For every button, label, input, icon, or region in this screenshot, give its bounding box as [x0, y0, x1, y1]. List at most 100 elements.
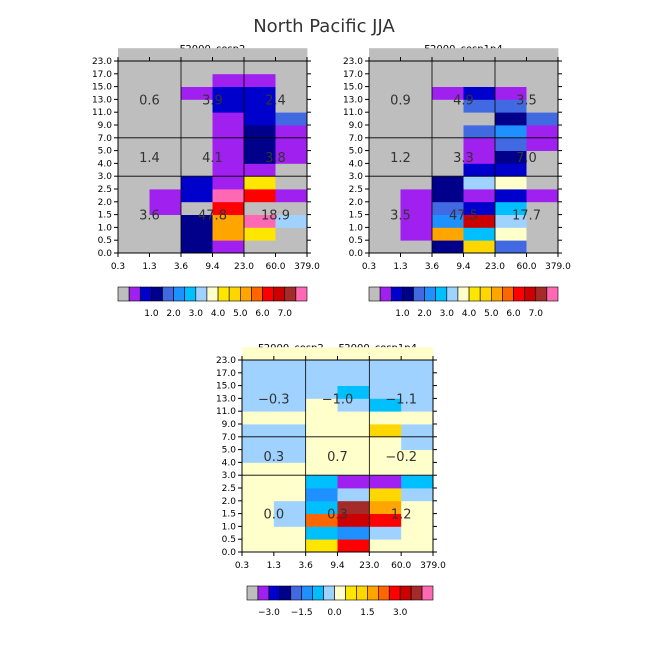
heatmap-panel-3: F2000_cosp2 − F2000_cosp1p40.00.31.20.30…: [216, 343, 446, 618]
heatmap-cell: [495, 240, 527, 254]
heatmap-cell: [242, 411, 275, 425]
heatmap-cell: [149, 61, 182, 75]
x-tick-label: 379.0: [420, 561, 446, 571]
heatmap-cell: [242, 436, 275, 450]
heatmap-cell: [495, 150, 527, 164]
heatmap-cell: [400, 125, 433, 139]
heatmap-cell: [495, 125, 527, 139]
heatmap-cell: [149, 240, 182, 254]
x-tick-label: 3.6: [425, 262, 440, 272]
heatmap-cell: [400, 73, 433, 87]
heatmap-cell: [242, 372, 275, 386]
heatmap-cell: [369, 240, 401, 254]
colorbar-swatch: [399, 585, 412, 601]
heatmap-cell: [149, 163, 182, 177]
box-total-label: 3.6: [139, 209, 160, 224]
heatmap-cell: [212, 48, 245, 62]
heatmap-cell: [305, 385, 338, 399]
heatmap-cell: [337, 385, 370, 399]
heatmap-cell: [244, 99, 276, 113]
colorbar-swatch: [402, 286, 414, 302]
heatmap-cell: [212, 150, 245, 164]
heatmap-cell: [495, 99, 527, 113]
heatmap-cell: [526, 137, 559, 151]
heatmap-cell: [526, 201, 559, 215]
heatmap-cell: [369, 462, 402, 476]
heatmap-cell: [401, 539, 434, 553]
colorbar-swatch: [388, 585, 401, 601]
box-total-label: 2.4: [265, 93, 286, 108]
colorbar-label: 3.0: [440, 309, 455, 319]
colorbar-swatch: [435, 286, 448, 302]
heatmap-cell: [400, 214, 433, 228]
heatmap-cell: [337, 526, 370, 540]
heatmap-cell: [305, 526, 338, 540]
colorbar-label: 1.0: [395, 309, 410, 319]
heatmap-cell: [244, 137, 276, 151]
heatmap-cell: [369, 539, 402, 553]
y-tick-label: 7.0: [349, 134, 364, 144]
colorbar-swatch: [206, 286, 219, 302]
colorbar-swatch: [128, 286, 141, 302]
heatmap-cell: [244, 48, 276, 62]
x-tick-label: 0.3: [362, 262, 376, 272]
colorbar-label: 2.0: [417, 309, 432, 319]
heatmap-cell: [181, 176, 213, 190]
heatmap-cell: [305, 500, 338, 514]
heatmap-cell: [495, 163, 527, 177]
colorbar-swatch: [323, 585, 335, 601]
y-tick-label: 23.0: [216, 356, 236, 366]
colorbar-swatch: [502, 286, 514, 302]
y-tick-label: 1.5: [349, 211, 363, 221]
y-tick-label: 4.0: [222, 458, 237, 468]
box-total-label: −1.1: [385, 392, 417, 407]
heatmap-cell: [463, 73, 496, 87]
y-tick-label: 15.0: [92, 83, 112, 93]
colorbar-label: 7.0: [278, 309, 293, 319]
heatmap-cell: [275, 125, 308, 139]
heatmap-cell: [401, 436, 434, 450]
colorbar-swatch: [524, 286, 537, 302]
heatmap-cell: [526, 150, 559, 164]
heatmap-cell: [149, 112, 182, 126]
heatmap-cell: [275, 214, 308, 228]
y-tick-label: 3.0: [222, 471, 237, 481]
colorbar-label: 3.0: [393, 608, 408, 618]
heatmap-cell: [118, 137, 150, 151]
heatmap-cell: [181, 48, 213, 62]
heatmap-cell: [149, 214, 182, 228]
heatmap-cell: [495, 227, 527, 241]
heatmap-cell: [273, 500, 307, 514]
box-total-label: 3.5: [390, 209, 411, 224]
figure-title: North Pacific JJA: [253, 16, 395, 37]
colorbar-swatch: [368, 286, 381, 302]
colorbar-swatch: [301, 585, 313, 601]
heatmap-cell: [432, 227, 464, 241]
box-total-label: 18.9: [261, 209, 290, 224]
heatmap-cell: [401, 513, 434, 527]
heatmap-cell: [526, 125, 559, 139]
colorbar-swatch: [413, 286, 425, 302]
heatmap-cell: [369, 125, 401, 139]
heatmap-cell: [463, 214, 496, 228]
colorbar-swatch: [217, 286, 230, 302]
heatmap-cell: [118, 227, 150, 241]
colorbar: −3.0 −1.5 0.0 1.5 3.0: [246, 585, 434, 618]
heatmap-cell: [305, 436, 338, 450]
y-tick-label: 3.0: [349, 172, 364, 182]
heatmap-cell: [401, 347, 434, 361]
heatmap-cell: [305, 449, 338, 463]
heatmap-cell: [149, 201, 182, 215]
colorbar-label: 1.5: [360, 608, 374, 618]
heatmap-cell: [400, 86, 433, 100]
heatmap-cell: [181, 99, 213, 113]
x-tick-label: 60.0: [265, 262, 285, 272]
colorbar-swatch: [390, 286, 403, 302]
colorbar-swatch: [268, 585, 281, 601]
heatmap-cell: [432, 240, 464, 254]
heatmap-cell: [212, 227, 245, 241]
heatmap-cell: [275, 137, 308, 151]
heatmap-cell: [242, 424, 275, 438]
heatmap-cell: [369, 48, 401, 62]
heatmap-cell: [242, 488, 275, 502]
